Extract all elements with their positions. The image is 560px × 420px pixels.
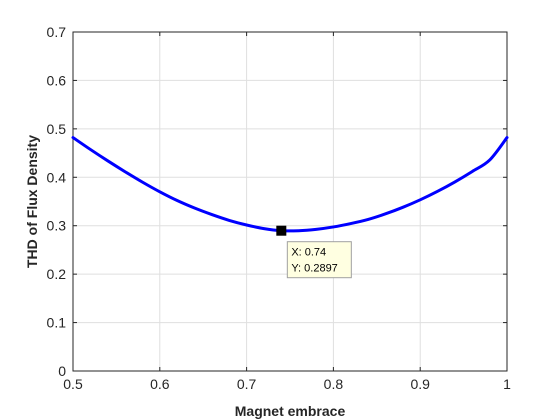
y-tick-label: 0.5 [47, 121, 67, 137]
datatip-marker[interactable] [276, 225, 287, 236]
y-tick-label: 0.3 [47, 218, 67, 234]
x-axis-label: Magnet embrace [235, 403, 346, 419]
plot-area [73, 32, 507, 371]
y-tick-label: 0 [58, 363, 66, 379]
datatip-y-text: Y: 0.2897 [291, 263, 338, 275]
y-tick-label: 0.6 [47, 72, 67, 88]
axes-frame [72, 31, 508, 372]
x-tick-label: 0.7 [237, 376, 257, 392]
series-line [71, 136, 509, 233]
x-tick-label: 0.9 [410, 376, 430, 392]
datatip-box[interactable] [286, 241, 352, 279]
datatip-x-text: X: 0.74 [291, 247, 326, 259]
x-tick-label: 0.5 [63, 376, 83, 392]
x-tick-label: 0.8 [324, 376, 344, 392]
y-axis-label: THD of Flux Density [24, 135, 40, 268]
x-tick-label: 0.6 [150, 376, 170, 392]
y-tick-label: 0.2 [47, 266, 67, 282]
y-tick-label: 0.1 [47, 315, 67, 331]
y-tick-label: 0.4 [47, 169, 67, 185]
x-tick-label: 1 [503, 376, 511, 392]
y-tick-label: 0.7 [47, 24, 67, 40]
